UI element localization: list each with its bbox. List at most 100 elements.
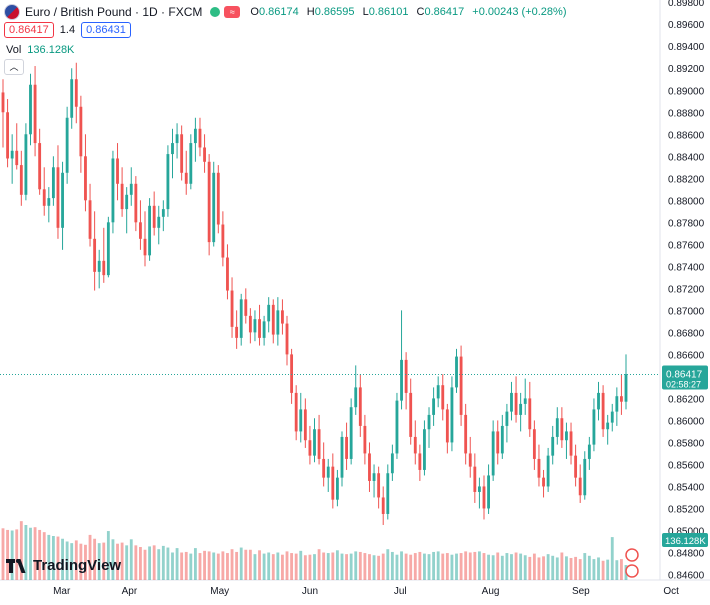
candle-body [198, 128, 202, 148]
candle-body [313, 429, 316, 456]
candle-body [592, 409, 596, 445]
volume-bar [276, 552, 280, 580]
candle-body [79, 106, 83, 157]
low-value: 0.86101 [368, 6, 409, 18]
market-status-icon[interactable] [210, 7, 221, 17]
logo-text: TradingView [33, 557, 122, 574]
price-tick-label: 0.89800 [668, 0, 705, 9]
volume-bar [189, 553, 193, 580]
price-tick-label: 0.88000 [668, 196, 705, 207]
indicator-toggle-icon[interactable]: ≈ [224, 6, 241, 18]
volume-bar [56, 536, 60, 580]
volume-bar [97, 543, 101, 580]
ohlc-readout: O0.86174 H0.86595 L0.86101 C0.86417 +0.0… [250, 6, 571, 18]
price-tick-label: 0.89400 [668, 42, 705, 53]
volume-bar [363, 553, 367, 580]
volume-bar [29, 527, 32, 580]
time-tick-label: Oct [663, 586, 679, 597]
volume-tag-label: 136.128K [665, 536, 706, 547]
volume-bar [601, 560, 605, 580]
candle-body [335, 477, 339, 500]
volume-bar [455, 553, 458, 580]
candle-body [368, 453, 371, 481]
tradingview-logo[interactable]: TradingView [6, 557, 121, 574]
volume-bar [33, 527, 37, 580]
candle-body [464, 414, 468, 454]
volume-bar [15, 529, 19, 580]
price-tick-label: 0.84800 [668, 548, 705, 559]
candle-body [262, 321, 266, 338]
volume-bar [24, 525, 28, 580]
volume-bar [423, 553, 426, 580]
candle-body [514, 392, 518, 415]
candle-body [171, 143, 174, 155]
candle-body [583, 458, 587, 496]
volume-bar [578, 559, 582, 580]
volume-bar [226, 553, 229, 580]
candle-body [610, 411, 614, 423]
candle-body [358, 387, 362, 426]
time-tick-label: Apr [122, 586, 138, 597]
volume-bar [84, 544, 87, 580]
candle-body [624, 374, 628, 402]
candle-body [175, 134, 179, 144]
time-tick-label: Jul [394, 586, 407, 597]
volume-bar [427, 554, 431, 580]
collapse-legend-button[interactable]: ︿ [4, 59, 24, 75]
candle-body [129, 183, 133, 195]
candle-body [65, 117, 69, 173]
candle-body [152, 205, 156, 228]
candle-body [500, 425, 504, 454]
candle-body [47, 198, 51, 206]
volume-bar [212, 552, 216, 580]
volume-bar [592, 559, 596, 580]
volume-bar [285, 551, 289, 580]
candle-body [326, 466, 330, 478]
volume-bar [171, 552, 174, 580]
price-tick-label: 0.88400 [668, 152, 705, 163]
candle-body [221, 224, 225, 258]
volume-bar [377, 555, 381, 580]
candle-body [125, 194, 129, 210]
candle-body [473, 466, 477, 492]
volume-bar [267, 552, 271, 580]
sell-button[interactable]: 0.86417 [4, 22, 54, 38]
candle-body [482, 486, 486, 509]
volume-value: 136.128K [27, 44, 75, 56]
volume-bar [290, 553, 294, 580]
time-tick-label: Sep [572, 586, 590, 597]
candle-body [409, 392, 413, 437]
volume-bar [528, 556, 532, 580]
volume-bar [65, 541, 69, 580]
candle-body [212, 172, 216, 243]
volume-bar [468, 552, 472, 580]
volume-bar [61, 538, 64, 580]
price-tick-label: 0.85800 [668, 438, 705, 449]
buy-button[interactable]: 0.86431 [81, 22, 131, 38]
candle-body [601, 392, 605, 430]
volume-bar [620, 559, 623, 580]
symbol-title[interactable]: Euro / British Pound · 1D · FXCM [25, 5, 203, 19]
candle-body [42, 189, 46, 206]
price-tick-label: 0.85400 [668, 482, 705, 493]
candle-body [180, 134, 184, 173]
price-tick-label: 0.88200 [668, 174, 705, 185]
volume-bar [491, 555, 495, 580]
candle-body [496, 431, 500, 454]
volume-bar [335, 550, 339, 580]
candle-body [258, 319, 261, 338]
volume-legend[interactable]: Vol 136.128K [6, 44, 74, 56]
volume-bar [390, 551, 394, 580]
volume-bar [139, 547, 142, 580]
volume-bar [253, 554, 257, 580]
candle-body [340, 436, 344, 478]
volume-bar [184, 551, 188, 580]
volume-bar [111, 539, 115, 580]
candle-body [395, 400, 399, 454]
candle-body [354, 387, 358, 408]
last-price-label: 0.86417 [666, 370, 703, 381]
volume-bar [79, 543, 83, 580]
volume-bar [436, 551, 440, 580]
